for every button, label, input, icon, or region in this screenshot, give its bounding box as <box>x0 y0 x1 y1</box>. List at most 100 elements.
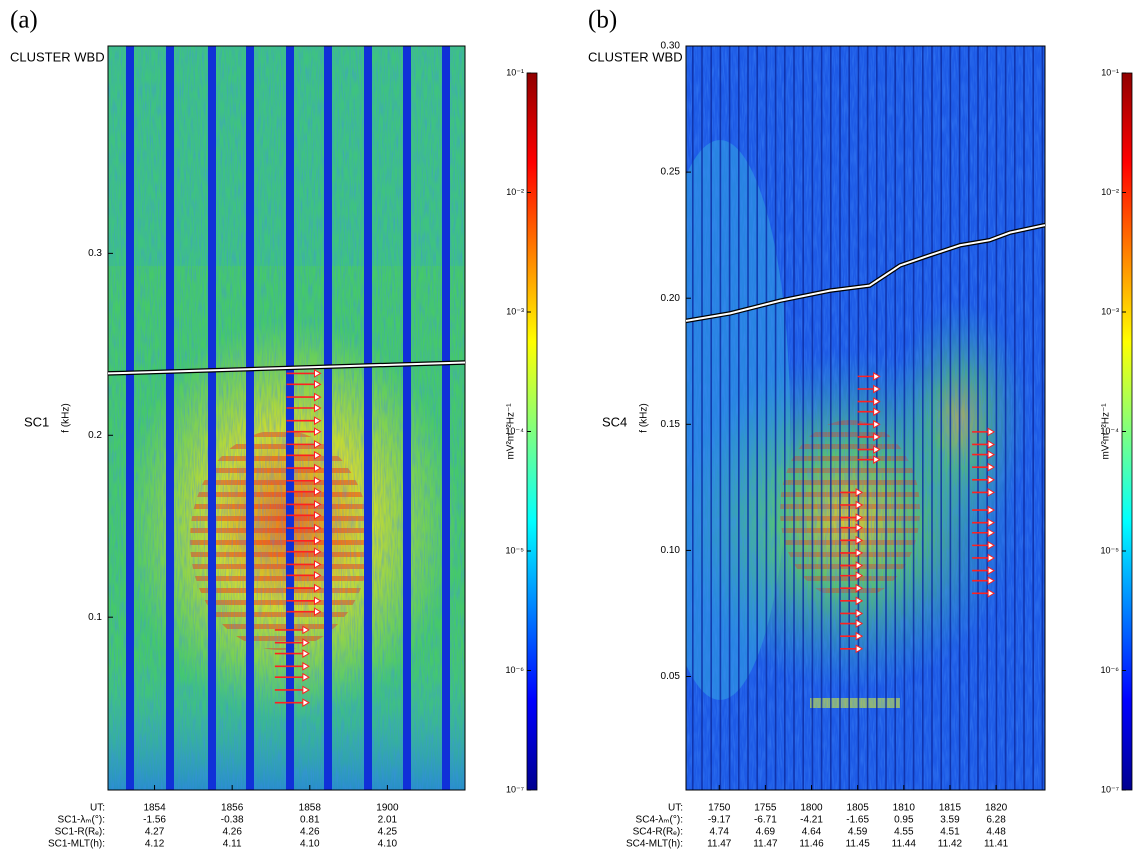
y-axis-label: f (kHz) <box>61 403 72 432</box>
arrow <box>274 698 310 708</box>
arrow <box>286 416 322 426</box>
arrow <box>972 528 996 538</box>
colorbar-tick-label: 10⁻¹ <box>506 67 524 77</box>
data-gap <box>442 46 450 790</box>
ephemeris-value: 4.25 <box>378 827 398 838</box>
arrow-head <box>314 547 322 557</box>
data-gap <box>1014 46 1016 790</box>
colorbar-tick-label: 10⁻⁴ <box>1100 426 1119 436</box>
arrow <box>286 536 322 546</box>
arrow-head <box>873 372 881 381</box>
arrow <box>840 644 864 654</box>
spectrogram <box>108 46 465 790</box>
arrow <box>972 450 996 459</box>
ephemeris-value: 4.26 <box>222 827 242 838</box>
data-gap <box>126 46 134 790</box>
colorbar-tick-label: 10⁻⁶ <box>506 665 525 675</box>
x-tick-label: 1820 <box>985 803 1008 814</box>
y-axis-label: f (kHz) <box>639 403 650 432</box>
x-tick-label: 1854 <box>143 803 166 814</box>
ephemeris-value: 11.46 <box>799 839 824 850</box>
arrow <box>274 685 310 695</box>
arrow-head <box>314 536 322 546</box>
arrow-head <box>855 513 864 522</box>
arrow-head <box>855 596 864 606</box>
arrow <box>286 510 322 520</box>
ephemeris-value: -4.21 <box>800 815 823 826</box>
arrow-head <box>314 440 322 449</box>
ephemeris-label: SC1-MLT(h): <box>48 839 105 850</box>
data-gap <box>793 46 795 790</box>
arrow-head <box>987 576 996 586</box>
arrow <box>286 583 322 593</box>
arrow <box>286 570 322 580</box>
arrow-head <box>873 384 881 394</box>
data-gap <box>403 46 411 790</box>
arrow-head <box>855 583 864 593</box>
arrow-head <box>314 510 322 520</box>
arrow-head <box>987 588 996 598</box>
arrow <box>857 372 881 381</box>
ephemeris-value: 11.47 <box>753 839 778 850</box>
ephemeris-label: SC1-λₘ(°): <box>58 815 105 826</box>
data-gap <box>701 46 703 790</box>
arrow <box>840 523 864 533</box>
data-gap <box>940 46 942 790</box>
ephemeris-value: 4.55 <box>894 827 914 838</box>
data-gap <box>885 46 887 790</box>
arrow <box>286 379 322 389</box>
data-gap <box>830 46 832 790</box>
arrow <box>840 548 864 558</box>
ephemeris-value: 3.59 <box>940 815 960 826</box>
y-tick-label: 0.25 <box>661 167 681 178</box>
chart-title: CLUSTER WBD <box>10 49 105 64</box>
x-tick-label: 1856 <box>221 803 244 814</box>
ephemeris-value: 4.26 <box>300 827 320 838</box>
ephemeris-value: 11.47 <box>707 839 732 850</box>
ephemeris-label: UT: <box>90 803 105 814</box>
arrow <box>286 560 322 569</box>
arrow <box>286 596 322 606</box>
arrow-head <box>855 571 864 580</box>
spacecraft-label: SC1 <box>24 414 49 429</box>
arrow <box>840 619 864 628</box>
arrow-head <box>302 625 310 635</box>
ephemeris-label: SC4-R(Rₑ): <box>633 827 683 838</box>
data-gap <box>876 46 878 790</box>
data-gap <box>839 46 841 790</box>
arrow-head <box>873 419 881 429</box>
ephemeris-value: -9.17 <box>708 815 731 826</box>
ephemeris-value: -6.71 <box>754 815 777 826</box>
arrow-head <box>314 596 322 606</box>
arrow <box>972 505 996 515</box>
arrow <box>840 571 864 580</box>
arrow-head <box>987 553 996 563</box>
ephemeris-value: 0.95 <box>894 815 914 826</box>
arrow-head <box>873 397 881 406</box>
arrow <box>286 463 322 473</box>
arrow-head <box>314 463 322 473</box>
data-gap <box>912 46 915 790</box>
arrow-head <box>314 607 322 617</box>
x-tick-label: 1815 <box>939 803 962 814</box>
ephemeris-value: 11.44 <box>892 839 917 850</box>
arrow-head <box>302 685 310 695</box>
data-gap <box>986 46 988 790</box>
data-gap <box>765 46 768 790</box>
arrow <box>840 488 864 497</box>
spectrogram-noise <box>686 46 1045 790</box>
data-gap <box>968 46 970 790</box>
arrow-head <box>987 528 996 538</box>
data-gap <box>728 46 731 790</box>
colorbar-tick-label: 10⁻⁵ <box>1101 545 1120 555</box>
arrow-head <box>314 476 322 486</box>
x-tick-label: 1900 <box>376 803 399 814</box>
x-tick-label: 1755 <box>754 803 777 814</box>
arrow-head <box>855 619 864 628</box>
spectrogram <box>686 46 1045 790</box>
arrow-head <box>987 566 996 575</box>
arrow-head <box>314 450 322 460</box>
y-tick-label: 0.15 <box>661 419 681 430</box>
data-gap <box>903 46 906 790</box>
